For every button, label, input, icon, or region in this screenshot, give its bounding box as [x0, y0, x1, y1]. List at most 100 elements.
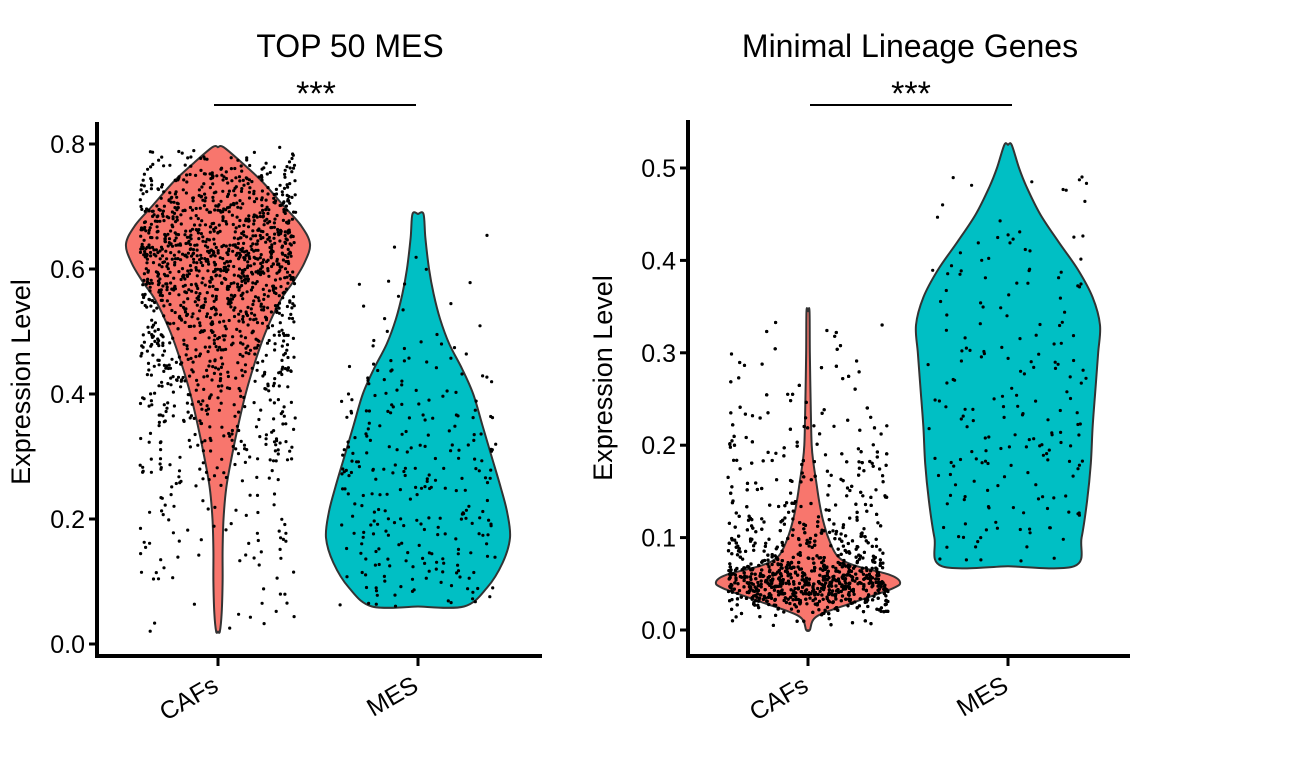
data-point	[188, 243, 192, 247]
data-point	[260, 601, 264, 605]
data-point	[829, 473, 833, 477]
data-point	[980, 258, 984, 262]
data-point	[187, 288, 191, 292]
data-point	[233, 193, 237, 197]
data-point	[247, 214, 251, 218]
data-point	[150, 333, 154, 337]
data-point	[774, 451, 778, 455]
data-point	[825, 597, 829, 601]
data-point	[165, 299, 169, 303]
data-point	[378, 493, 382, 497]
data-point	[759, 593, 763, 597]
data-point	[251, 229, 255, 233]
data-point	[158, 257, 162, 261]
data-point	[964, 558, 969, 562]
data-point	[773, 597, 777, 602]
data-point	[221, 189, 225, 193]
data-point	[143, 303, 147, 308]
data-point	[187, 272, 191, 276]
data-point	[171, 414, 175, 418]
data-point	[206, 245, 210, 249]
data-point	[251, 302, 255, 307]
data-point	[739, 595, 743, 599]
data-point	[247, 255, 251, 259]
data-point	[157, 158, 161, 162]
data-point	[254, 270, 258, 274]
data-point	[875, 455, 879, 459]
data-point	[256, 457, 260, 461]
data-point	[769, 596, 774, 600]
data-point	[142, 540, 146, 544]
data-point	[264, 442, 268, 446]
data-point	[756, 603, 760, 608]
data-point	[245, 249, 249, 253]
data-point	[419, 486, 424, 490]
data-point	[464, 516, 468, 520]
data-point	[244, 351, 248, 355]
data-point	[427, 569, 431, 573]
data-point	[208, 425, 212, 429]
data-point	[758, 615, 762, 619]
data-point	[167, 363, 171, 367]
data-point	[166, 244, 170, 248]
data-point	[751, 567, 755, 571]
data-point	[256, 538, 260, 543]
data-point	[212, 341, 216, 346]
data-point	[974, 457, 978, 461]
data-point	[812, 424, 816, 428]
data-point	[355, 460, 359, 464]
data-point	[254, 234, 258, 238]
data-point	[207, 396, 212, 400]
data-point	[825, 573, 830, 578]
data-point	[221, 215, 225, 219]
data-point	[220, 281, 224, 285]
data-point	[195, 274, 199, 278]
data-point	[261, 211, 266, 215]
data-point	[1076, 512, 1080, 516]
data-point	[836, 578, 840, 582]
data-point	[780, 559, 784, 563]
data-point	[349, 409, 353, 413]
data-point	[284, 422, 288, 426]
data-point	[795, 440, 799, 444]
data-point	[278, 183, 282, 187]
data-point	[833, 334, 837, 338]
data-point	[456, 552, 460, 556]
data-point	[875, 450, 880, 454]
data-point	[823, 608, 827, 613]
data-point	[1015, 281, 1019, 285]
data-point	[780, 549, 784, 553]
data-point	[869, 622, 873, 626]
data-point	[863, 535, 867, 539]
data-point	[178, 243, 183, 247]
data-point	[372, 338, 376, 343]
data-point	[254, 317, 258, 321]
data-point	[866, 576, 870, 580]
data-point	[214, 345, 218, 349]
data-point	[737, 376, 741, 380]
data-point	[288, 166, 292, 170]
data-point	[222, 338, 226, 342]
data-point	[836, 547, 840, 551]
data-point	[730, 619, 735, 623]
data-point	[817, 556, 821, 560]
data-point	[221, 178, 225, 182]
data-point	[415, 518, 419, 522]
data-point	[367, 382, 371, 386]
data-point	[205, 312, 209, 316]
data-point	[274, 187, 278, 191]
data-point	[402, 346, 406, 351]
data-point	[230, 213, 234, 217]
data-point	[815, 602, 820, 606]
data-point	[807, 581, 811, 585]
data-point	[288, 273, 292, 278]
data-point	[729, 491, 733, 495]
data-point	[831, 565, 835, 569]
data-point	[185, 401, 189, 405]
data-point	[791, 509, 795, 513]
data-point	[423, 418, 427, 422]
data-point	[845, 486, 850, 490]
data-point	[173, 178, 177, 182]
data-point	[150, 318, 154, 322]
data-point	[216, 204, 220, 208]
